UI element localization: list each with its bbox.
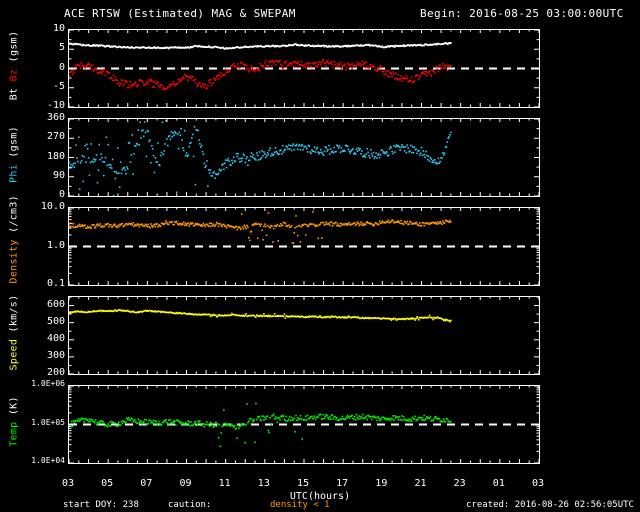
y-axis-title-part: Temp <box>8 421 20 447</box>
y-axis-title-phi: Phi (gsm) <box>9 114 20 194</box>
y-tick-bt-bz-2: 0 <box>58 61 65 73</box>
x-tick-12: 03 <box>531 478 545 489</box>
x-tick-10: 23 <box>453 478 466 489</box>
y-tick-temp-2: 1.0E+04 <box>31 456 65 465</box>
y-tick-speed-2: 400 <box>46 332 65 344</box>
y-axis-title-bt-bz: Bt Bz (gsm) <box>9 25 20 105</box>
y-axis-title-part: Phi <box>8 163 20 183</box>
x-tick-4: 11 <box>218 478 231 489</box>
x-tick-7: 17 <box>336 478 349 489</box>
x-tick-5: 13 <box>257 478 270 489</box>
y-axis-title-part: Bt <box>8 87 20 100</box>
y-axis-title-part: Density <box>8 238 20 283</box>
y-tick-temp-1: 1.0E+05 <box>31 417 65 427</box>
y-tick-bt-bz-0: 10 <box>52 23 65 34</box>
footer-caution-label: caution: <box>168 500 212 510</box>
panel-temp <box>68 385 540 464</box>
x-tick-1: 05 <box>101 478 114 489</box>
y-tick-bt-bz-1: 5 <box>58 42 65 54</box>
y-axis-title-part: (gsm) <box>8 30 20 62</box>
page-title: ACE RTSW (Estimated) MAG & SWEPAM <box>64 7 296 20</box>
begin-timestamp: Begin: 2016-08-25 03:00:00UTC <box>420 7 624 20</box>
x-tick-11: 01 <box>492 478 505 489</box>
y-tick-phi-4: 0 <box>58 189 65 200</box>
x-tick-6: 15 <box>296 478 310 489</box>
y-tick-phi-3: 90 <box>52 169 65 181</box>
x-tick-9: 21 <box>414 478 427 489</box>
y-tick-bt-bz-4: -10 <box>46 100 65 111</box>
y-axis-title-density: Density (/cm3) <box>8 194 20 283</box>
y-tick-density-1: 1.0 <box>46 239 65 251</box>
y-axis-title-speed: Speed (km/s) <box>9 292 20 372</box>
y-tick-speed-1: 500 <box>46 315 65 327</box>
y-axis-title-temp: Temp (K) <box>9 381 20 461</box>
x-tick-2: 07 <box>140 478 153 489</box>
y-tick-phi-0: 360 <box>46 112 65 123</box>
y-axis-title-part: (km/s) <box>8 294 20 332</box>
y-tick-bt-bz-3: -5 <box>52 80 65 92</box>
y-tick-speed-4: 200 <box>46 367 65 378</box>
x-tick-8: 19 <box>375 478 388 489</box>
y-tick-density-0: 10.0 <box>40 201 65 212</box>
y-tick-speed-3: 300 <box>46 349 65 361</box>
footer-start-doy: start DOY: 238 <box>63 500 139 510</box>
y-tick-density-2: 0.1 <box>46 278 65 289</box>
y-axis-title-part: (/cm3) <box>8 194 20 233</box>
y-axis-title-part: Speed <box>8 338 20 370</box>
panel-speed <box>68 296 540 375</box>
y-axis-title-part: Bz <box>8 68 20 81</box>
y-axis-title-part: (gsm) <box>8 125 20 158</box>
y-tick-speed-0: 600 <box>46 298 65 310</box>
footer-created: created: 2016-08-26 02:56:05UTC <box>466 500 634 510</box>
y-axis-title-part: (K) <box>8 395 20 415</box>
panel-phi <box>68 118 540 197</box>
x-tick-3: 09 <box>179 478 192 489</box>
y-tick-temp-0: 1.0E+06 <box>31 379 65 388</box>
footer-caution-value: density < 1 <box>270 500 330 510</box>
panel-density <box>68 207 540 286</box>
y-tick-phi-1: 270 <box>46 131 65 143</box>
x-axis-label: UTC(hours) <box>289 491 351 502</box>
y-tick-phi-2: 180 <box>46 150 65 162</box>
x-tick-0: 03 <box>61 478 75 489</box>
panel-bt-bz <box>68 29 540 108</box>
